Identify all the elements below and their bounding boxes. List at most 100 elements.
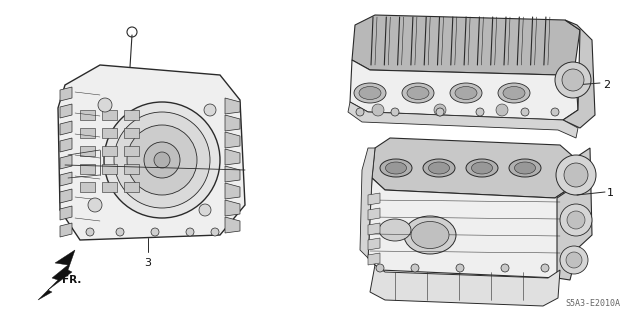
- Ellipse shape: [359, 86, 381, 100]
- Circle shape: [114, 112, 210, 208]
- Bar: [124, 128, 139, 138]
- Ellipse shape: [509, 159, 541, 177]
- Polygon shape: [370, 265, 560, 306]
- Ellipse shape: [429, 162, 449, 174]
- Polygon shape: [372, 138, 575, 198]
- Polygon shape: [225, 132, 240, 148]
- Circle shape: [144, 142, 180, 178]
- Circle shape: [436, 108, 444, 116]
- Polygon shape: [348, 102, 578, 138]
- Polygon shape: [368, 178, 572, 278]
- Circle shape: [376, 264, 384, 272]
- Circle shape: [391, 108, 399, 116]
- Circle shape: [501, 264, 509, 272]
- Polygon shape: [225, 200, 240, 216]
- Circle shape: [88, 198, 102, 212]
- Circle shape: [127, 125, 197, 195]
- Polygon shape: [368, 208, 380, 220]
- Ellipse shape: [503, 86, 525, 100]
- Circle shape: [541, 264, 549, 272]
- Polygon shape: [225, 166, 240, 182]
- Circle shape: [356, 108, 364, 116]
- Bar: [102, 146, 117, 156]
- Ellipse shape: [423, 159, 455, 177]
- Circle shape: [204, 104, 216, 116]
- Bar: [80, 146, 95, 156]
- Polygon shape: [225, 149, 240, 165]
- Circle shape: [86, 228, 94, 236]
- Circle shape: [116, 228, 124, 236]
- Ellipse shape: [450, 83, 482, 103]
- Ellipse shape: [466, 159, 498, 177]
- Ellipse shape: [455, 86, 477, 100]
- Circle shape: [199, 204, 211, 216]
- Polygon shape: [368, 193, 380, 205]
- Bar: [124, 110, 139, 120]
- Polygon shape: [60, 172, 72, 186]
- Polygon shape: [225, 98, 240, 114]
- Bar: [102, 164, 117, 174]
- Circle shape: [411, 264, 419, 272]
- Circle shape: [551, 108, 559, 116]
- Bar: [124, 164, 139, 174]
- Polygon shape: [557, 148, 592, 280]
- Polygon shape: [58, 65, 245, 240]
- Bar: [80, 110, 95, 120]
- Ellipse shape: [407, 86, 429, 100]
- Polygon shape: [368, 223, 380, 235]
- Ellipse shape: [515, 162, 536, 174]
- Ellipse shape: [411, 221, 449, 249]
- Bar: [102, 128, 117, 138]
- Polygon shape: [60, 189, 72, 203]
- Circle shape: [560, 246, 588, 274]
- Circle shape: [211, 228, 219, 236]
- Text: FR.: FR.: [62, 275, 81, 285]
- Text: S5A3-E2010A: S5A3-E2010A: [565, 299, 620, 308]
- Polygon shape: [563, 20, 595, 128]
- Circle shape: [566, 252, 582, 268]
- Circle shape: [496, 104, 508, 116]
- Bar: [102, 110, 117, 120]
- Polygon shape: [60, 155, 72, 169]
- Circle shape: [476, 108, 484, 116]
- Bar: [80, 182, 95, 192]
- Polygon shape: [225, 183, 240, 199]
- Polygon shape: [60, 223, 72, 237]
- Ellipse shape: [385, 162, 406, 174]
- Circle shape: [98, 98, 112, 112]
- Ellipse shape: [380, 159, 412, 177]
- Circle shape: [154, 152, 170, 168]
- Circle shape: [521, 108, 529, 116]
- Circle shape: [456, 264, 464, 272]
- Circle shape: [372, 104, 384, 116]
- Circle shape: [104, 102, 220, 218]
- Text: 2: 2: [603, 80, 610, 90]
- Circle shape: [562, 69, 584, 91]
- Circle shape: [186, 228, 194, 236]
- Polygon shape: [368, 253, 380, 265]
- Circle shape: [434, 104, 446, 116]
- Polygon shape: [352, 15, 580, 75]
- Bar: [102, 182, 117, 192]
- Ellipse shape: [402, 83, 434, 103]
- Circle shape: [556, 155, 596, 195]
- Polygon shape: [60, 104, 72, 118]
- Polygon shape: [60, 138, 72, 152]
- Ellipse shape: [379, 219, 411, 241]
- Circle shape: [555, 62, 591, 98]
- Polygon shape: [60, 87, 72, 101]
- Ellipse shape: [498, 83, 530, 103]
- Circle shape: [560, 204, 592, 236]
- Polygon shape: [360, 148, 375, 258]
- Bar: [80, 128, 95, 138]
- Bar: [124, 146, 139, 156]
- Polygon shape: [60, 121, 72, 135]
- Polygon shape: [225, 115, 240, 131]
- Ellipse shape: [404, 216, 456, 254]
- Bar: [80, 164, 95, 174]
- Polygon shape: [38, 250, 75, 300]
- Polygon shape: [350, 60, 578, 120]
- Bar: [124, 182, 139, 192]
- Polygon shape: [368, 238, 380, 250]
- Text: 1: 1: [607, 188, 614, 198]
